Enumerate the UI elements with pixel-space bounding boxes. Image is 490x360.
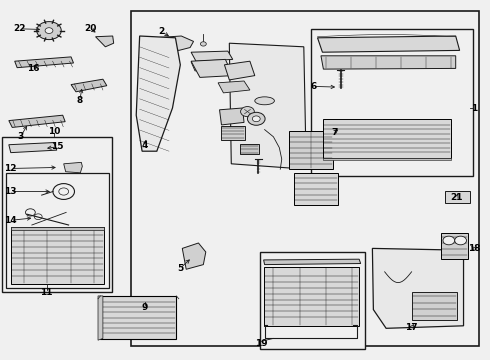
Bar [221,126,245,140]
Text: 1: 1 [471,104,477,113]
Bar [441,233,468,259]
Bar [289,131,333,169]
Polygon shape [321,56,456,69]
Text: 22: 22 [13,24,26,33]
Text: 21: 21 [450,193,463,202]
Text: 11: 11 [40,288,53,297]
Circle shape [200,42,206,46]
Polygon shape [9,143,57,153]
Text: 12: 12 [4,164,17,173]
Text: 4: 4 [141,141,148,150]
Polygon shape [224,61,255,80]
Text: 8: 8 [77,96,83,105]
Polygon shape [318,36,460,52]
Ellipse shape [255,97,274,105]
Text: 20: 20 [84,24,97,33]
Text: 19: 19 [255,339,268,348]
Polygon shape [372,248,464,328]
Text: 6: 6 [311,82,317,91]
Text: 14: 14 [4,216,17,225]
Text: 18: 18 [468,244,481,253]
Circle shape [455,236,466,245]
Bar [311,29,473,176]
Polygon shape [323,158,451,160]
Text: 13: 13 [4,187,17,196]
Polygon shape [64,162,82,173]
Polygon shape [9,115,65,127]
Polygon shape [71,79,107,92]
Bar [2,137,112,292]
Polygon shape [136,36,180,151]
Polygon shape [218,81,250,93]
Bar [323,119,451,158]
Circle shape [247,112,265,125]
Circle shape [37,22,61,40]
Text: 17: 17 [405,323,418,332]
Bar [100,296,176,339]
Text: 2: 2 [159,27,165,36]
Polygon shape [154,36,194,50]
Text: 5: 5 [177,264,183,273]
Polygon shape [182,243,206,269]
Bar [131,11,479,346]
Bar [412,292,457,320]
Text: 7: 7 [331,128,338,137]
Polygon shape [191,60,224,71]
Polygon shape [445,191,470,203]
Polygon shape [229,43,306,169]
Polygon shape [264,259,361,265]
Text: 15: 15 [50,143,63,152]
Circle shape [252,116,260,122]
Bar [240,144,259,154]
Bar [11,227,104,284]
Text: 9: 9 [141,303,148,312]
Polygon shape [191,59,233,77]
Polygon shape [15,57,74,68]
Polygon shape [191,51,233,61]
Polygon shape [96,36,114,47]
Polygon shape [220,108,244,125]
Text: 10: 10 [48,127,60,136]
Bar [264,267,359,326]
Circle shape [443,236,455,245]
Bar [6,173,109,288]
Circle shape [241,107,254,117]
Bar [260,252,365,349]
Polygon shape [11,227,104,230]
Text: 3: 3 [18,132,24,141]
Text: 16: 16 [27,64,40,73]
Bar [294,173,338,205]
Circle shape [45,28,53,33]
Polygon shape [98,296,103,340]
